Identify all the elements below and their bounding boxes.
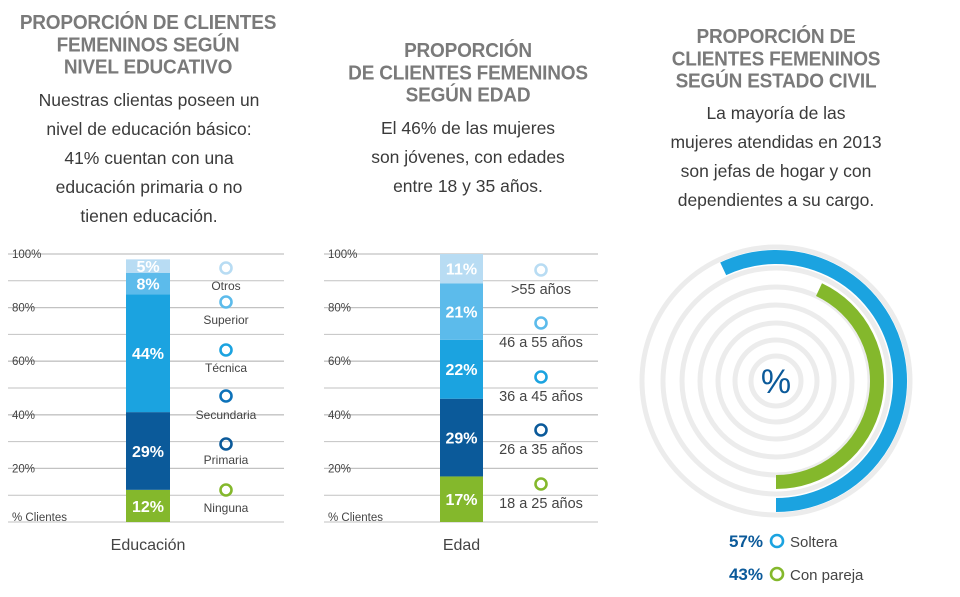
desc-line: Nuestras clientas poseen un	[38, 90, 260, 110]
bar-segment	[440, 283, 483, 340]
legend-marker	[219, 261, 233, 275]
bar-segment	[440, 339, 483, 399]
legend-label: 26 a 35 años	[499, 442, 583, 458]
legend-value: 43%	[729, 565, 763, 584]
legend-label: Otros	[211, 279, 240, 293]
legend-marker	[219, 343, 233, 357]
background-ring	[732, 337, 820, 425]
bar-segment	[440, 254, 483, 284]
x-axis-label: Edad	[443, 537, 480, 554]
bar-segment	[126, 259, 170, 273]
background-ring	[639, 244, 913, 518]
bar-segment	[440, 398, 483, 477]
legend-marker	[534, 370, 548, 384]
legend-value: 57%	[729, 532, 763, 551]
legend-label: 18 a 25 años	[499, 496, 583, 512]
radial-arc	[775, 283, 884, 489]
legend-label: 46 a 55 años	[499, 335, 583, 351]
legend-marker	[534, 316, 548, 330]
legend-label: Técnica	[205, 361, 247, 375]
data-label: 44%	[132, 346, 164, 363]
y-tick-label: 60%	[328, 356, 351, 368]
title-line: SEGÚN EDAD	[405, 84, 531, 107]
x-axis-label: Educación	[111, 537, 186, 554]
y-tick-label: 20%	[12, 463, 35, 475]
civil-title: PROPORCIÓN DE CLIENTES FEMENINOS SEGÚN E…	[626, 26, 926, 92]
desc-line: La mayoría de las	[706, 103, 846, 123]
education-description: Nuestras clientas poseen un nivel de edu…	[8, 86, 290, 231]
legend-label: Superior	[203, 313, 248, 327]
desc-line: son jefas de hogar y con	[680, 161, 872, 181]
desc-line: educación primaria o no	[55, 177, 243, 197]
radial-arc	[720, 250, 907, 512]
legend-label: Con pareja	[790, 567, 864, 584]
legend-marker	[769, 533, 785, 549]
background-ring	[660, 265, 892, 497]
legend-label: Soltera	[790, 534, 838, 551]
desc-line: El 46% de las mujeres	[380, 118, 556, 138]
bar-segment	[126, 272, 170, 295]
y-axis-label: % Clientes	[12, 512, 67, 524]
civil-description: La mayoría de las mujeres atendidas en 2…	[626, 99, 926, 215]
data-label: 29%	[132, 444, 164, 461]
data-label: 17%	[445, 492, 477, 509]
title-line: CLIENTES FEMENINOS	[671, 48, 881, 71]
y-tick-label: 40%	[328, 410, 351, 422]
age-description: El 46% de las mujeres son jóvenes, con e…	[318, 114, 618, 201]
legend-label: Secundaria	[196, 408, 257, 422]
title-line: NIVEL EDUCATIVO	[63, 56, 233, 79]
y-tick-label: 80%	[328, 303, 351, 315]
data-label: 22%	[445, 362, 477, 379]
y-tick-label: 40%	[12, 410, 35, 422]
y-axis-label: % Clientes	[328, 512, 383, 524]
desc-line: mujeres atendidas en 2013	[670, 132, 882, 152]
education-title: PROPORCIÓN DE CLIENTES FEMENINOS SEGÚN N…	[8, 12, 288, 78]
legend-marker	[219, 437, 233, 451]
desc-line: 41% cuentan con una	[64, 148, 234, 168]
title-line: DE CLIENTES FEMENINOS	[348, 62, 588, 85]
legend-label: >55 años	[511, 282, 571, 298]
legend-marker	[219, 483, 233, 497]
title-line: PROPORCIÓN DE	[696, 26, 856, 49]
center-label: %	[761, 363, 791, 401]
legend-marker	[219, 295, 233, 309]
desc-line: tienen educación.	[80, 206, 218, 226]
background-ring	[748, 353, 804, 409]
background-ring	[697, 302, 855, 460]
title-line: PROPORCIÓN	[404, 40, 532, 63]
legend-label: Ninguna	[204, 501, 249, 515]
bar-segment	[126, 412, 170, 490]
legend-marker	[769, 566, 785, 582]
title-line: PROPORCIÓN DE CLIENTES	[19, 12, 277, 35]
y-tick-label: 80%	[12, 303, 35, 315]
legend-label: 36 a 45 años	[499, 389, 583, 405]
data-label: 12%	[132, 499, 164, 516]
desc-line: son jóvenes, con edades	[371, 147, 565, 167]
legend-marker	[534, 477, 548, 491]
y-tick-label: 60%	[12, 356, 35, 368]
bar-segment	[440, 476, 483, 522]
legend-marker	[219, 389, 233, 403]
y-tick-label: 100%	[328, 249, 357, 261]
desc-line: entre 18 y 35 años.	[393, 176, 543, 196]
desc-line: dependientes a su cargo.	[677, 190, 875, 210]
bar-segment	[126, 294, 170, 413]
y-tick-label: 100%	[12, 249, 41, 261]
data-label: 5%	[136, 259, 159, 276]
y-tick-label: 20%	[328, 463, 351, 475]
data-label: 11%	[446, 262, 477, 279]
title-line: FEMENINOS SEGÚN	[56, 34, 240, 57]
age-title: PROPORCIÓN DE CLIENTES FEMENINOS SEGÚN E…	[318, 40, 618, 106]
legend-marker	[534, 423, 548, 437]
legend-label: Primaria	[204, 453, 249, 467]
legend-marker	[534, 263, 548, 277]
data-label: 8%	[136, 276, 159, 293]
desc-line: nivel de educación básico:	[46, 119, 252, 139]
background-ring	[715, 320, 837, 442]
bar-segment	[126, 489, 170, 522]
data-label: 29%	[445, 431, 477, 448]
title-line: SEGÚN ESTADO CIVIL	[675, 70, 877, 93]
data-label: 21%	[445, 305, 477, 322]
